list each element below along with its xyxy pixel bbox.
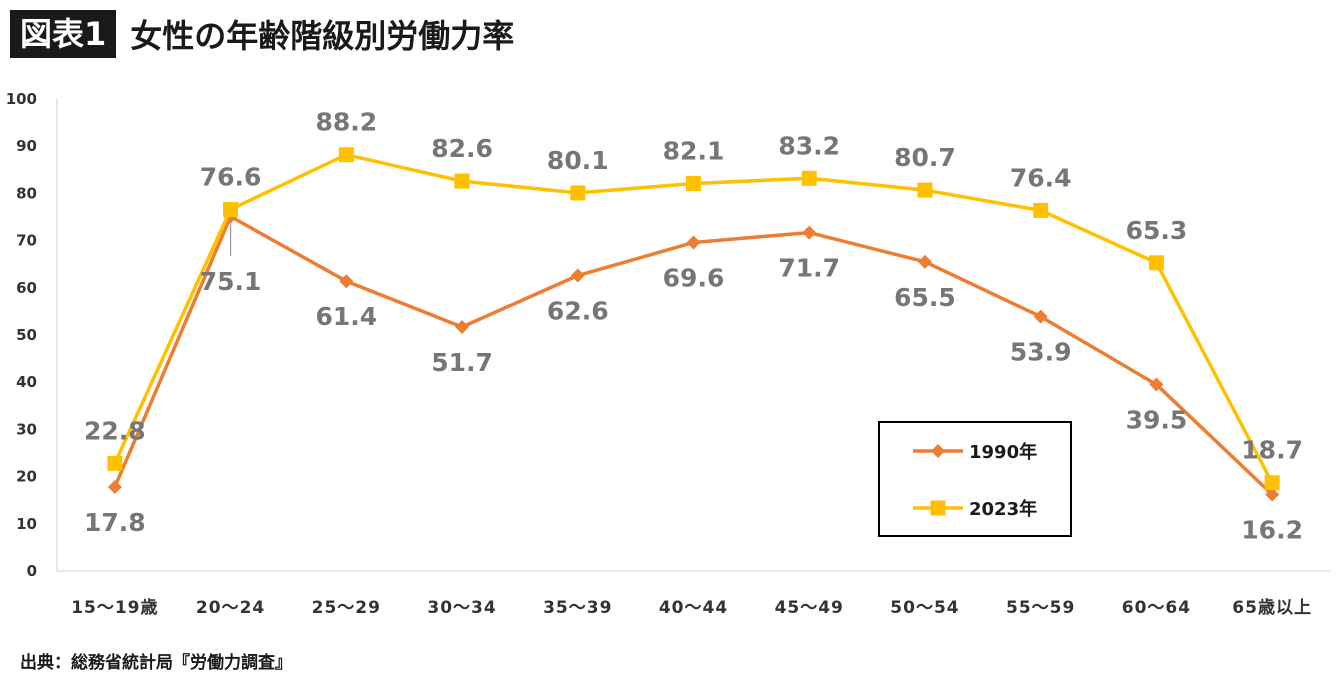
legend-marker-1990 — [931, 444, 945, 458]
point-1990 — [455, 319, 470, 334]
y-tick-label: 20 — [16, 468, 37, 486]
legend-marker-2023 — [930, 500, 946, 516]
title-block: 図表1 女性の年齢階級別労働力率 — [10, 10, 514, 58]
data-label-1990: 51.7 — [431, 348, 493, 377]
data-label-2023: 80.7 — [894, 143, 956, 172]
point-1990 — [339, 274, 354, 289]
y-tick-label: 0 — [27, 562, 37, 580]
x-tick-labels: 15～19歳 20～24 25～29 30～34 35～39 40～44 45～49 50～5… — [71, 597, 1312, 618]
x-tick-label: 40～44 — [659, 598, 728, 618]
series-line-2023 — [113, 152, 1274, 484]
data-label-1990: 17.8 — [84, 508, 146, 537]
x-tick-label: 60～64 — [1122, 598, 1191, 618]
data-label-1990: 62.6 — [547, 297, 609, 326]
data-labels: 22.8 76.6 88.2 82.6 80.1 82.1 83.2 80.7 76.4 65.3… — [84, 108, 1303, 545]
y-tick-label: 100 — [6, 90, 37, 108]
data-label-2023: 82.6 — [431, 134, 493, 163]
point-1990 — [1033, 309, 1048, 324]
point-2023 — [1264, 475, 1280, 491]
y-tick-label: 40 — [16, 373, 37, 391]
data-label-2023: 65.3 — [1126, 216, 1188, 245]
x-tick-label: 45～49 — [775, 598, 844, 618]
point-1990 — [570, 268, 585, 283]
data-label-2023: 80.1 — [547, 146, 609, 175]
point-2023 — [454, 173, 470, 189]
x-tick-label: 25～29 — [312, 598, 381, 618]
point-2023 — [570, 185, 586, 201]
data-label-2023: 88.2 — [315, 108, 377, 137]
point-2023 — [338, 147, 354, 163]
point-1990 — [686, 235, 701, 250]
series-line-1990 — [113, 214, 1274, 496]
series-group — [107, 147, 1280, 502]
data-label-1990: 53.9 — [1010, 338, 1072, 367]
y-tick-label: 80 — [16, 184, 37, 202]
data-label-2023: 82.1 — [663, 136, 725, 165]
source-note: 出典：総務省統計局『労働力調査』 — [20, 653, 292, 673]
data-label-2023: 76.6 — [200, 162, 262, 191]
y-tick-label: 70 — [16, 232, 37, 250]
data-label-1990: 71.7 — [778, 254, 840, 283]
y-tick-label: 10 — [16, 515, 37, 533]
data-label-1990: 61.4 — [315, 302, 377, 331]
data-label-1990: 16.2 — [1241, 516, 1303, 545]
point-1990 — [917, 254, 932, 269]
y-tick-label: 30 — [16, 420, 37, 438]
legend-label-1990: 1990年 — [969, 441, 1037, 463]
data-label-2023: 83.2 — [778, 131, 840, 160]
point-1990 — [1265, 487, 1280, 502]
x-tick-label: 30～34 — [427, 598, 496, 618]
point-2023 — [917, 182, 933, 198]
point-2023 — [107, 455, 123, 471]
page-title: 女性の年齢階級別労働力率 — [130, 17, 515, 55]
data-label-1990: 69.6 — [663, 263, 725, 292]
data-label-1990: 75.1 — [200, 267, 262, 296]
data-label-1990: 65.5 — [894, 283, 956, 312]
point-1990 — [1149, 377, 1164, 392]
x-tick-label: 35～39 — [543, 598, 612, 618]
axes — [56, 99, 1330, 572]
point-2023 — [686, 175, 701, 191]
point-2023 — [1033, 202, 1049, 218]
data-label-2023: 18.7 — [1241, 436, 1303, 465]
y-tick-label: 90 — [16, 137, 37, 155]
x-tick-label: 55～59 — [1006, 598, 1075, 618]
x-tick-label: 20～24 — [196, 598, 265, 618]
point-1990 — [107, 479, 122, 494]
y-tick-label: 60 — [16, 279, 37, 297]
x-tick-label: 15～19歳 — [71, 597, 158, 618]
data-label-2023: 22.8 — [84, 416, 146, 445]
data-label-1990: 39.5 — [1126, 406, 1188, 435]
point-1990 — [802, 225, 817, 240]
y-tick-labels: 0 10 20 30 40 50 60 70 80 90 100 — [6, 90, 37, 580]
legend-label-2023: 2023年 — [969, 498, 1037, 520]
legend: 1990年 2023年 — [878, 421, 1072, 537]
x-tick-label: 65歳以上 — [1232, 597, 1312, 618]
point-2023 — [801, 170, 817, 186]
legend-box — [878, 421, 1072, 537]
y-tick-label: 50 — [16, 326, 37, 344]
figure-badge: 図表1 — [10, 10, 117, 58]
point-2023 — [223, 201, 239, 217]
point-2023 — [1148, 255, 1164, 271]
data-label-2023: 76.4 — [1010, 163, 1072, 192]
x-tick-label: 50～54 — [890, 598, 959, 618]
